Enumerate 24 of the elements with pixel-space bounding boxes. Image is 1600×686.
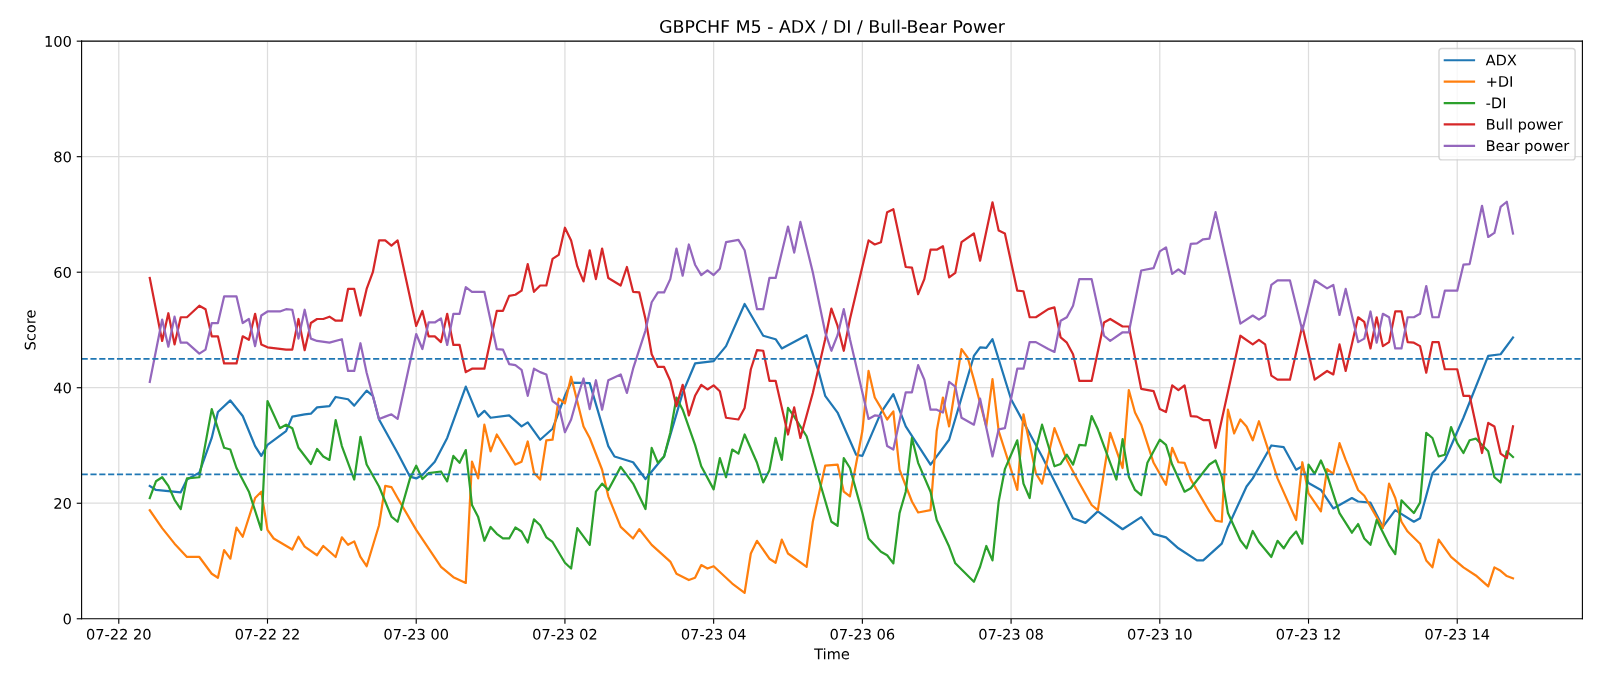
chart-title: GBPCHF M5 - ADX / DI / Bull-Bear Power xyxy=(660,19,1005,35)
legend-label: -DI xyxy=(1486,97,1506,109)
x-tick-label: 07-23 04 xyxy=(681,628,746,640)
x-tick-label: 07-23 08 xyxy=(979,628,1043,640)
x-tick-label: 07-23 06 xyxy=(830,628,895,640)
x-tick-label: 07-23 10 xyxy=(1127,628,1192,640)
x-tick-label: 07-22 22 xyxy=(235,628,299,640)
x-tick-label: 07-23 00 xyxy=(384,628,449,640)
y-tick-label: 20 xyxy=(54,497,71,509)
x-tick-label: 07-22 20 xyxy=(86,628,151,640)
y-tick-label: 0 xyxy=(63,613,71,625)
x-axis-title: Time xyxy=(814,648,850,660)
x-tick-label: 07-23 14 xyxy=(1425,628,1490,640)
x-tick-label: 07-23 12 xyxy=(1276,628,1340,640)
y-tick-label: 100 xyxy=(45,35,71,47)
legend-label: Bear power xyxy=(1487,140,1570,155)
legend-label: ADX xyxy=(1485,54,1517,66)
y-tick-label: 60 xyxy=(54,266,71,278)
legend-label: Bull power xyxy=(1487,118,1563,133)
x-tick-label: 07-23 02 xyxy=(533,628,597,640)
y-tick-label: 80 xyxy=(54,151,71,163)
legend-label: +DI xyxy=(1487,76,1512,87)
y-tick-label: 40 xyxy=(54,382,71,394)
y-axis-title: Score xyxy=(24,310,36,350)
